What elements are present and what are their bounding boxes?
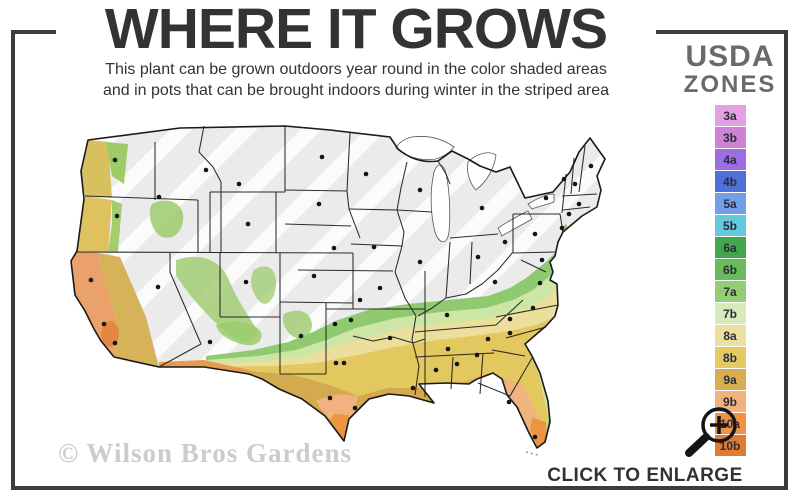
zone-swatch-8a: 8a (714, 325, 746, 346)
zone-label: 3b (722, 130, 737, 145)
zone-swatch-7b: 7b (714, 303, 746, 324)
zone-swatch-3b: 3b (714, 127, 746, 148)
subtitle-line-2: and in pots that can be brought indoors … (102, 82, 610, 99)
zone-label: 9a (723, 372, 737, 387)
zone-label: 10b (719, 438, 741, 453)
zone-label: 6a (723, 240, 737, 255)
legend-title-usda: USDA (685, 40, 775, 73)
click-to-enlarge-label[interactable]: CLICK TO ENLARGE (547, 465, 743, 486)
zone-swatch-5a: 5a (714, 193, 746, 214)
zone-label: 4b (722, 174, 737, 189)
zone-label: 5b (722, 218, 737, 233)
usda-zones-legend: USDA ZONES 3a 3b 4a 4b 5a 5b 6a 6b 7a 7b 8a 8b 9a 9b 1… (672, 42, 788, 457)
click-to-enlarge: CLICK TO ENLARGE (530, 402, 760, 487)
zone-swatch-6a: 6a (714, 237, 746, 258)
zone-swatch-6b: 6b (714, 259, 746, 280)
legend-title-zones: ZONES (683, 71, 777, 98)
watermark: © Wilson Bros Gardens (58, 438, 352, 468)
zone-swatch-3a: 3a (714, 105, 746, 126)
zone-label: 7b (722, 306, 737, 321)
zone-swatch-9a: 9a (714, 369, 746, 390)
zone-label: 8b (722, 350, 737, 365)
zone-swatch-4a: 4a (714, 149, 746, 170)
zone-label: 6b (722, 262, 737, 277)
page-title: WHERE IT GROWS (104, 0, 608, 61)
zone-swatch-7a: 7a (714, 281, 746, 302)
zone-swatch-8b: 8b (714, 347, 746, 368)
header: WHERE IT GROWS This plant can be grown o… (56, 0, 656, 105)
zone-label: 8a (723, 328, 737, 343)
zone-label: 3a (723, 108, 737, 123)
zone-swatch-9b: 9b (714, 391, 746, 412)
magnifier-zoom-icon[interactable] (679, 402, 741, 463)
subtitle-line-1: This plant can be grown outdoors year ro… (105, 61, 607, 78)
us-zone-map[interactable] (58, 112, 650, 469)
zone-swatch-list: 3a 3b 4a 4b 5a 5b 6a 6b 7a 7b 8a 8b 9a 9b 10a 10b (714, 105, 746, 456)
zone-label: 4a (723, 152, 737, 167)
zone-swatch-5b: 5b (714, 215, 746, 236)
zone-swatch-4b: 4b (714, 171, 746, 192)
zone-label: 9b (722, 394, 737, 409)
zone-label: 5a (723, 196, 737, 211)
subtitle: This plant can be grown outdoors year ro… (56, 59, 656, 101)
zone-label: 7a (723, 284, 737, 299)
